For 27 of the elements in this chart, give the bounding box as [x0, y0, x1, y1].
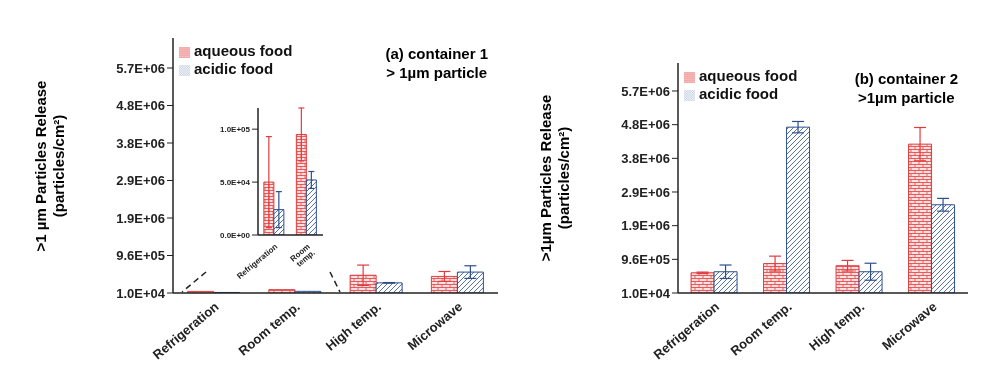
y-tick-label: 3.8E+06	[621, 150, 670, 166]
legend-label: acidic food	[194, 60, 274, 77]
y-tick-label: 2.9E+06	[621, 184, 670, 200]
legend-label: aqueous food	[699, 67, 798, 84]
legend-label: aqueous food	[194, 42, 293, 59]
y-tick-label: 4.8E+06	[116, 98, 165, 114]
y-tick-label: 1.9E+06	[116, 210, 165, 226]
y-tick-label: 3.8E+06	[116, 135, 165, 151]
text: (b) container 2	[854, 69, 958, 88]
y-tick-label: 1.9E+06	[621, 218, 670, 234]
y-tick-label: 5.7E+06	[621, 83, 670, 99]
y-tick-label: 9.6E+05	[621, 251, 670, 267]
y-axis-title: >1 µm Particles Release (particles/cm²)	[32, 80, 68, 251]
text: > 1µm particle	[385, 63, 488, 82]
y-tick-label: 5.7E+06	[116, 60, 165, 76]
y-axis-title: >1µm Particles Release (particles/cm²)	[537, 94, 573, 262]
y-tick-label: 2.9E+06	[116, 173, 165, 189]
y-tick-label: 1.0E+05	[219, 125, 251, 135]
y-tick-label: 1.0E+04	[621, 285, 671, 301]
text: (a) container 1	[385, 44, 488, 63]
y-tick-label: 0.0E+00	[219, 230, 251, 240]
text: >1µm particle	[857, 88, 956, 107]
legend-label: acidic food	[699, 85, 779, 102]
y-tick-label: 1.0E+04	[116, 285, 166, 301]
y-tick-label: 4.8E+06	[621, 117, 670, 133]
y-tick-label: 5.0E+04	[219, 177, 251, 187]
y-tick-label: 9.6E+05	[116, 248, 165, 264]
